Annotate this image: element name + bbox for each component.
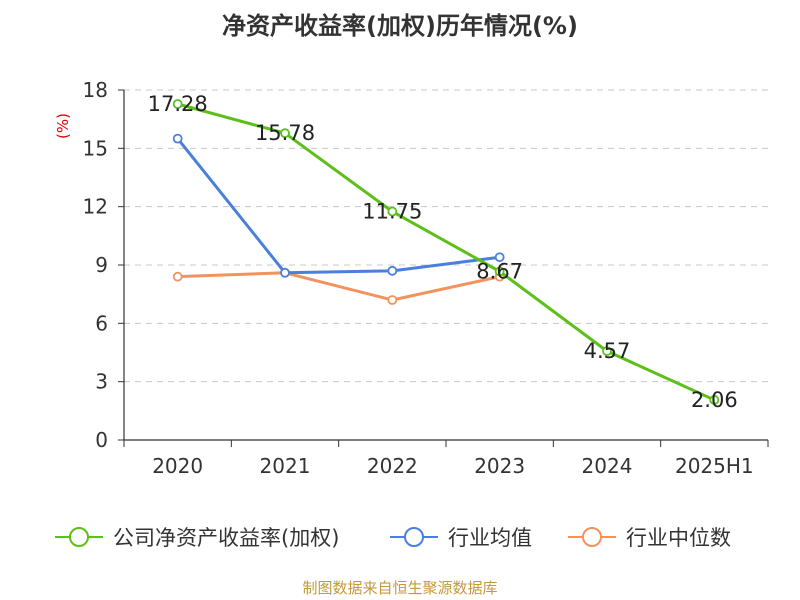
- series-line-industry_median: [177, 271, 500, 302]
- y-tick-label: 15: [83, 136, 108, 160]
- x-tick-label: 2021: [260, 454, 311, 478]
- data-label: 8.67: [476, 259, 523, 283]
- legend-marker-company: [69, 527, 89, 547]
- y-tick-label: 9: [95, 253, 108, 277]
- y-axis-label: (%): [54, 113, 72, 139]
- series-line-industry_avg: [176, 137, 500, 275]
- data-point-industry_avg: [172, 133, 183, 144]
- series-line-company: [177, 102, 715, 402]
- data-point-industry_avg: [280, 267, 290, 278]
- y-tick-label: 6: [95, 311, 108, 335]
- x-tick-label: 2020: [152, 454, 203, 478]
- data-point-industry_avg: [494, 252, 505, 263]
- data-point-company: [494, 266, 505, 277]
- data-label: 11.75: [362, 200, 422, 224]
- x-tick-label: 2025H1: [675, 454, 754, 478]
- data-point-industry_median: [172, 271, 183, 282]
- chart-title: 净资产收益率(加权)历年情况(%): [222, 12, 578, 40]
- legend-marker-industry_avg: [404, 527, 424, 547]
- x-tick-label: 2024: [582, 454, 633, 478]
- data-label: 4.57: [584, 339, 631, 363]
- y-tick-label: 18: [83, 78, 108, 102]
- x-tick-label: 2023: [474, 454, 525, 478]
- data-label: 2.06: [691, 388, 738, 412]
- data-point-industry_median: [387, 295, 398, 305]
- data-point-company: [602, 346, 612, 357]
- y-tick-label: 0: [95, 428, 108, 452]
- data-point-company: [280, 128, 290, 139]
- data-point-company: [387, 206, 398, 217]
- data-point-industry_avg: [387, 265, 398, 276]
- legend-label-industry_avg: 行业均值: [448, 526, 532, 550]
- data-label: 17.28: [148, 92, 208, 116]
- data-point-company: [172, 99, 183, 109]
- legend-label-company: 公司净资产收益率(加权): [113, 526, 339, 550]
- y-tick-label: 3: [95, 370, 108, 394]
- y-tick-label: 12: [83, 195, 108, 219]
- data-label: 15.78: [255, 121, 315, 145]
- legend-label-industry_median: 行业中位数: [626, 526, 731, 550]
- source-note: 制图数据来自恒生聚源数据库: [302, 579, 498, 597]
- legend-marker-industry_median: [582, 527, 602, 547]
- x-tick-label: 2022: [367, 454, 418, 478]
- data-point-company: [709, 395, 720, 405]
